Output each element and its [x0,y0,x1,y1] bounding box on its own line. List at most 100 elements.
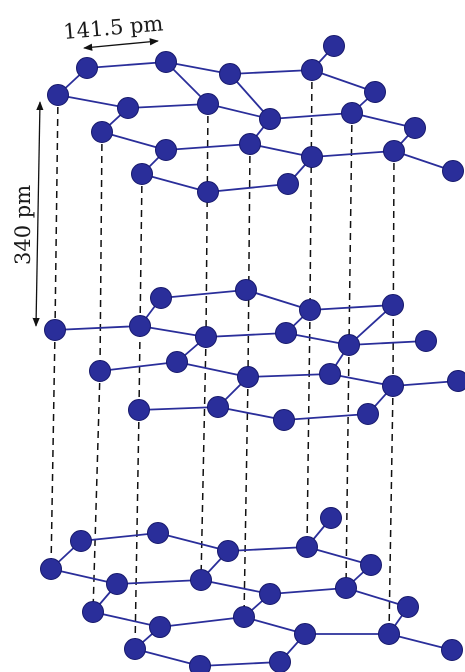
bond-length-arrow [83,38,159,51]
carbon-atom [89,360,111,382]
carbon-atom [70,530,92,552]
carbon-atom [441,639,463,661]
interlayer-guide-line [306,309,311,548]
carbon-atoms [40,35,465,672]
carbon-atom [442,160,464,182]
carbon-atom [357,403,379,425]
carbon-atom [299,299,321,321]
carbon-atom [360,554,382,576]
carbon-bond [86,61,167,69]
interlayer-guide-line [345,344,350,589]
bond-length-dimension: 141.5 pm [62,11,164,51]
carbon-atom [207,396,229,418]
carbon-atom [447,370,465,392]
interlayer-guide-line [205,103,209,338]
carbon-bond [159,616,245,628]
carbon-bond [50,568,118,585]
carbon-atom [338,334,360,356]
interlayer-guide-line [388,385,394,635]
carbon-bond [99,361,178,372]
carbon-atom [124,638,146,660]
carbon-bond [217,406,285,421]
carbon-bond [141,173,209,193]
carbon-bond [157,532,229,552]
carbon-atom [91,121,113,143]
carbon-bond [200,579,271,595]
carbon-bond [127,103,209,109]
carbon-bond [92,611,161,628]
interlayer-distance-arrow [32,101,44,327]
carbon-bond [227,546,308,552]
carbon-bond [311,150,395,158]
carbon-atom [239,133,261,155]
interlayer-guide-line [392,150,395,387]
carbon-atom [150,287,172,309]
carbon-atom [82,601,104,623]
interlayer-guide-line [309,69,313,311]
carbon-atom [147,522,169,544]
interlayer-guide-line [92,370,101,613]
carbon-atom [166,351,188,373]
carbon-atom [323,35,345,57]
carbon-atom [47,84,69,106]
carbon-bond [207,183,289,193]
carbon-bond [165,143,251,151]
carbon-atom [117,97,139,119]
carbon-atom [415,330,437,352]
carbon-atom [275,322,297,344]
carbon-bond [283,413,369,421]
carbon-atom [383,140,405,162]
carbon-atom [404,117,426,139]
carbon-bond [348,340,427,346]
carbon-bond [311,69,376,93]
interlayer-guides [50,69,395,650]
carbon-atom [397,596,419,618]
carbon-atom [189,655,211,672]
carbon-atom [269,651,291,672]
carbon-atom [378,623,400,645]
carbon-atom [197,93,219,115]
carbon-atom [197,181,219,203]
carbon-atom [106,573,128,595]
carbon-atom [277,173,299,195]
carbon-bond [101,131,167,151]
carbon-bond [245,289,311,311]
carbon-atom [190,569,212,591]
carbon-atom [128,399,150,421]
carbon-bond [229,69,313,75]
interlayer-guide-line [243,376,249,618]
carbon-atom [301,146,323,168]
carbon-bond [205,332,287,338]
carbon-bond [269,112,353,120]
carbon-atom [319,363,341,385]
carbon-atom [301,59,323,81]
interlayer-guide-line [134,409,140,650]
carbon-bond [139,325,207,338]
carbon-atom [341,102,363,124]
carbon-bond [269,587,347,595]
carbon-atom [294,623,316,645]
carbon-atom [195,326,217,348]
carbon-atom [233,606,255,628]
carbon-atom [296,536,318,558]
interlayer-guide-line [50,329,56,570]
carbon-atom [155,139,177,161]
carbon-atom [44,319,66,341]
carbon-atom [155,51,177,73]
interlayer-guide-line [200,336,207,581]
carbon-bond [54,325,141,331]
bond-length-label: 141.5 pm [62,11,164,44]
carbon-atom [237,366,259,388]
interlayer-guide-line [348,112,353,346]
interlayer-guide-line [247,143,251,378]
carbon-atom [382,294,404,316]
carbon-atom [259,108,281,130]
carbon-atom [335,577,357,599]
carbon-bond [138,406,219,411]
carbon-bond [57,94,129,109]
carbon-atom [382,375,404,397]
interlayer-guide-line [99,131,103,372]
carbon-bond [160,289,247,299]
interlayer-distance-dimension: 340 pm [11,101,44,327]
